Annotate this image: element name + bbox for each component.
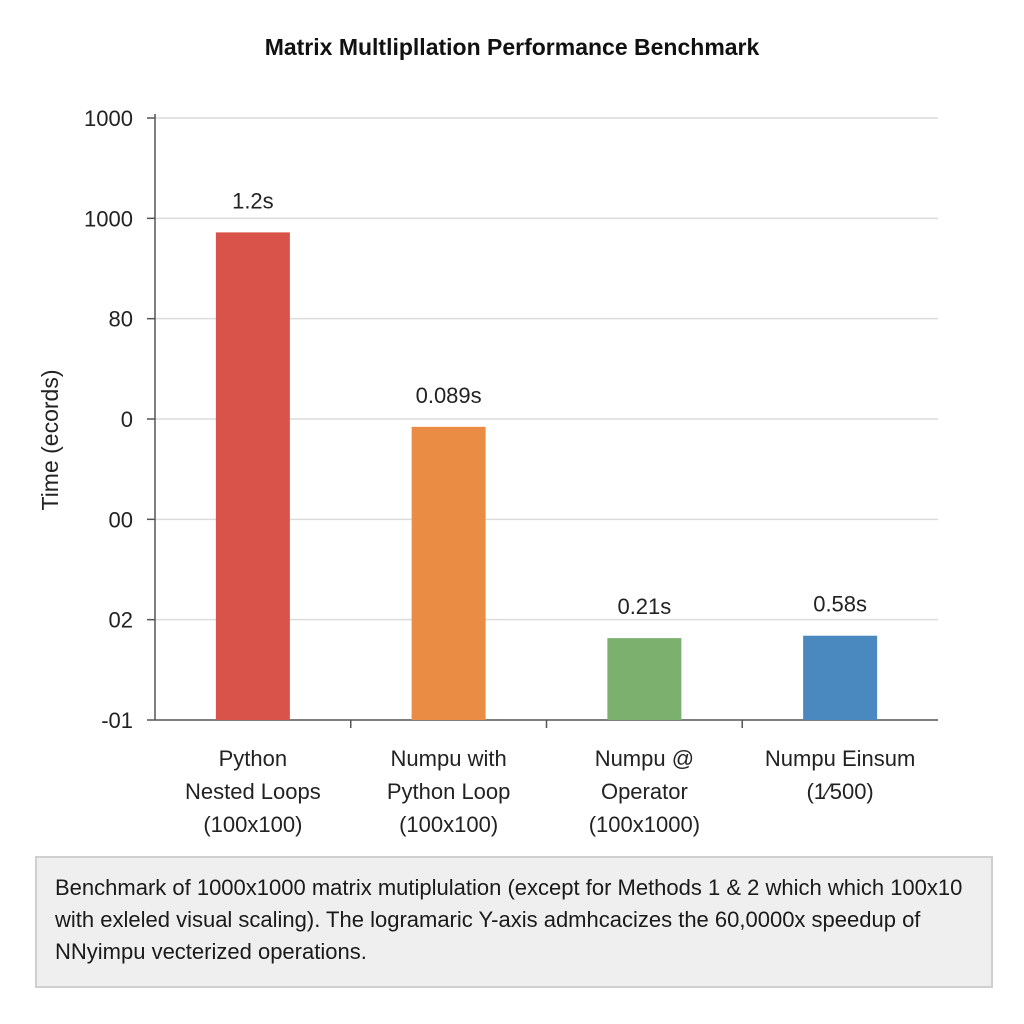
chart-title: Matrix Multlipllation Performance Benchm…: [264, 34, 760, 60]
x-tick-label: (100x100): [203, 812, 302, 837]
y-tick-label: 02: [109, 608, 133, 633]
y-axis-label: Time (ecords): [37, 370, 63, 511]
data-label: 0.58s: [813, 592, 867, 617]
y-tick-label: 80: [109, 307, 133, 332]
x-tick-label: Numpu Einsum: [765, 746, 915, 771]
x-tick-label: (1⁄500): [806, 779, 873, 804]
x-tick-label: Python: [219, 746, 288, 771]
bar: [215, 232, 290, 720]
x-tick-label: Numpu with: [391, 746, 507, 771]
data-label: 1.2s: [232, 188, 274, 213]
caption-box: Benchmark of 1000x1000 matrix mutiplulat…: [35, 856, 993, 988]
bar: [607, 638, 682, 720]
bar: [411, 426, 486, 720]
x-tick-label: (100x1000): [589, 812, 700, 837]
y-tick-label: -01: [101, 708, 133, 733]
x-tick-label: (100x100): [399, 812, 498, 837]
data-label: 0.089s: [416, 383, 482, 408]
y-tick-label: 00: [109, 507, 133, 532]
x-tick-label: Python Loop: [387, 779, 511, 804]
y-tick-label: 1000: [84, 106, 133, 131]
x-tick-label: Numpu @: [595, 746, 694, 771]
x-tick-label: Nested Loops: [185, 779, 321, 804]
y-tick-label: 1000: [84, 206, 133, 231]
bar: [803, 635, 878, 720]
x-tick-label: Operator: [601, 779, 688, 804]
y-tick-label: 0: [121, 407, 133, 432]
data-label: 0.21s: [617, 594, 671, 619]
